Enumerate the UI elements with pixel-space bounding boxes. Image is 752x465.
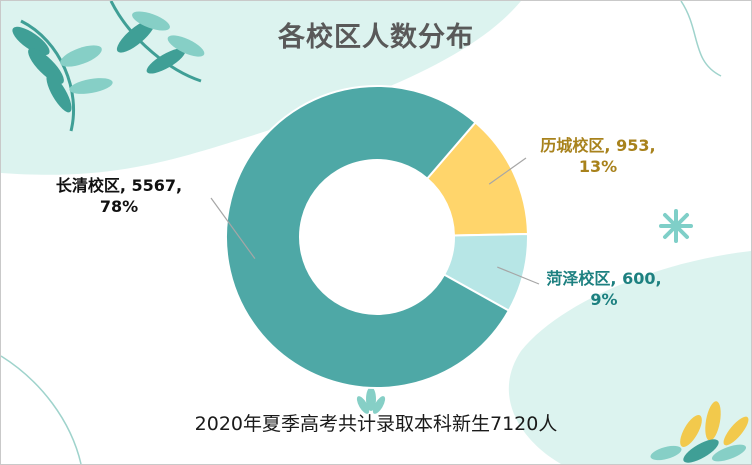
data-label-1-line-1: 历城校区, 953, bbox=[540, 136, 655, 155]
data-label-1-line-2: 13% bbox=[579, 157, 617, 176]
leaf-cluster-top-left bbox=[12, 1, 205, 132]
background-curve-line-right bbox=[680, 1, 722, 77]
data-label-1: 历城校区, 953, 13% bbox=[540, 136, 655, 176]
data-label-3: 长清校区, 5567, 78% bbox=[56, 176, 182, 216]
star-decoration bbox=[659, 209, 693, 243]
data-label-2-line-1: 菏泽校区, 600, bbox=[546, 269, 661, 288]
leader-line-1 bbox=[488, 157, 527, 185]
leader-line-3 bbox=[210, 197, 256, 260]
enrollment-caption: 2020年夏季高考共计录取本科新生7120人 bbox=[194, 413, 558, 435]
background-blob-bottom-right bbox=[508, 251, 751, 464]
chart-title: 各校区人数分布 bbox=[278, 22, 474, 53]
donut-slice-3 bbox=[225, 85, 511, 389]
leaf-cluster-bottom-right bbox=[650, 401, 749, 463]
data-label-3-line-2: 78% bbox=[100, 197, 138, 216]
leader-line-2 bbox=[497, 266, 540, 285]
leaf-sprig-bottom-center bbox=[356, 387, 386, 414]
data-label-2: 菏泽校区, 600, 9% bbox=[546, 269, 661, 309]
background-curve-line bbox=[1, 355, 82, 464]
data-label-2-line-2: 9% bbox=[590, 290, 617, 309]
data-label-3-line-1: 长清校区, 5567, bbox=[56, 176, 182, 195]
